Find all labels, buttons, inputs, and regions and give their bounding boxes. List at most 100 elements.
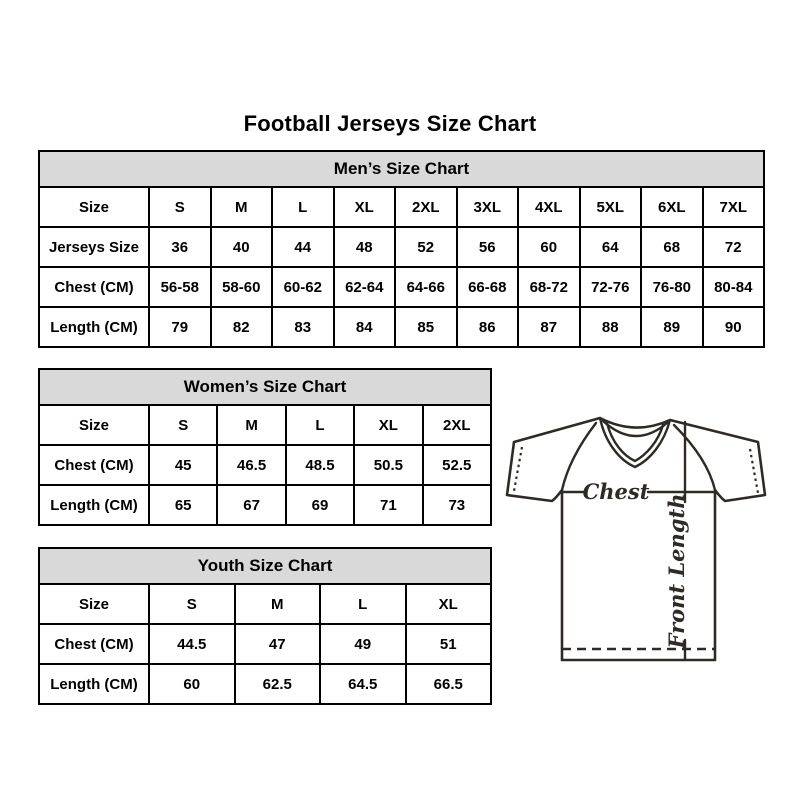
data-cell: 69 xyxy=(284,484,356,526)
data-cell: 36 xyxy=(148,226,212,268)
data-cell: 5XL xyxy=(578,186,642,228)
row-header-cell: Length (CM) xyxy=(38,306,150,348)
data-cell: 79 xyxy=(148,306,212,348)
data-cell: 44.5 xyxy=(148,623,236,665)
data-cell: 86 xyxy=(455,306,519,348)
data-cell: 6XL xyxy=(640,186,704,228)
data-cell: 68-72 xyxy=(517,266,581,308)
data-cell: 2XL xyxy=(421,404,493,446)
data-cell: 62-64 xyxy=(332,266,396,308)
row-header-cell: Size xyxy=(38,404,150,446)
data-cell: 65 xyxy=(147,484,219,526)
table-row: Size S M L XL xyxy=(38,583,492,625)
cuff-stitch-right xyxy=(748,448,760,494)
data-cell: XL xyxy=(332,186,396,228)
table-row: Chest (CM) 56-58 58-60 60-62 62-64 64-66 66-68… xyxy=(38,266,765,308)
data-cell: 89 xyxy=(640,306,704,348)
data-cell: XL xyxy=(353,404,424,446)
data-cell: M xyxy=(233,583,321,625)
table-row: Length (CM) 60 62.5 64.5 66.5 xyxy=(38,663,492,705)
data-cell: 56-58 xyxy=(148,266,212,308)
data-cell: L xyxy=(319,583,407,625)
men-table-title: Men’s Size Chart xyxy=(38,150,765,188)
table-title-row: Women’s Size Chart xyxy=(38,368,492,406)
youth-table-title: Youth Size Chart xyxy=(38,547,492,585)
data-cell: 48 xyxy=(332,226,396,268)
data-cell: 56 xyxy=(455,226,519,268)
row-header-cell: Chest (CM) xyxy=(38,623,150,665)
data-cell: 45 xyxy=(147,444,219,486)
row-header-cell: Size xyxy=(38,583,150,625)
sleeve-seam-left xyxy=(560,421,598,492)
youth-size-table: Youth Size Chart Size S M L XL Chest (CM) 44.5 4… xyxy=(38,547,492,705)
sleeve-seam-right xyxy=(672,423,717,492)
data-cell: M xyxy=(216,404,287,446)
chest-label: Chest xyxy=(583,479,650,504)
data-cell: 76-80 xyxy=(640,266,704,308)
data-cell: 66-68 xyxy=(455,266,519,308)
data-cell: 52.5 xyxy=(421,444,493,486)
table-row: Size S M L XL 2XL 3XL 4XL 5XL 6XL 7XL xyxy=(38,186,765,228)
data-cell: 60 xyxy=(517,226,581,268)
data-cell: 68 xyxy=(640,226,704,268)
data-cell: 82 xyxy=(209,306,273,348)
row-header-cell: Chest (CM) xyxy=(38,266,150,308)
data-cell: 64 xyxy=(578,226,642,268)
data-cell: 84 xyxy=(332,306,396,348)
row-header-cell: Length (CM) xyxy=(38,484,150,526)
row-header-cell: Chest (CM) xyxy=(38,444,150,486)
data-cell: 7XL xyxy=(701,186,765,228)
data-cell: 66.5 xyxy=(404,663,492,705)
table-row: Length (CM) 65 67 69 71 73 xyxy=(38,484,493,526)
data-cell: 51 xyxy=(404,623,492,665)
data-cell: 58-60 xyxy=(209,266,273,308)
data-cell: 90 xyxy=(701,306,765,348)
data-cell: 67 xyxy=(216,484,287,526)
data-cell: 48.5 xyxy=(284,444,356,486)
data-cell: 4XL xyxy=(517,186,581,228)
table-row: Chest (CM) 44.5 47 49 51 xyxy=(38,623,492,665)
womens-size-table: Women’s Size Chart Size S M L XL 2XL Chest (CM)… xyxy=(38,368,493,526)
table-row: Length (CM) 79 82 83 84 85 86 87 88 89 90 xyxy=(38,306,765,348)
data-cell: 52 xyxy=(394,226,458,268)
cuff-stitch-left xyxy=(512,446,524,492)
women-table-title: Women’s Size Chart xyxy=(38,368,492,406)
data-cell: L xyxy=(284,404,356,446)
data-cell: 72 xyxy=(701,226,765,268)
v-neck-outer-line xyxy=(598,416,672,469)
data-cell: 64.5 xyxy=(319,663,407,705)
v-neck-inner-line xyxy=(605,421,665,463)
table-row: Size S M L XL 2XL xyxy=(38,404,493,446)
table-row: Chest (CM) 45 46.5 48.5 50.5 52.5 xyxy=(38,444,493,486)
data-cell: 47 xyxy=(233,623,321,665)
data-cell: S xyxy=(148,186,212,228)
data-cell: M xyxy=(209,186,273,228)
row-header-cell: Length (CM) xyxy=(38,663,150,705)
data-cell: 3XL xyxy=(455,186,519,228)
data-cell: 71 xyxy=(353,484,424,526)
row-header-cell: Size xyxy=(38,186,150,228)
data-cell: 80-84 xyxy=(701,266,765,308)
front-length-label: Front Length xyxy=(664,494,689,650)
data-cell: 50.5 xyxy=(353,444,424,486)
data-cell: 88 xyxy=(578,306,642,348)
data-cell: 85 xyxy=(394,306,458,348)
table-row: Jerseys Size 36 40 44 48 52 56 60 64 68 72 xyxy=(38,226,765,268)
data-cell: XL xyxy=(404,583,492,625)
data-cell: 40 xyxy=(209,226,273,268)
table-title-row: Men’s Size Chart xyxy=(38,150,765,188)
mens-size-table: Men’s Size Chart Size S M L XL 2XL 3XL 4XL 5XL 6XL… xyxy=(38,150,765,348)
data-cell: 60-62 xyxy=(271,266,335,308)
jersey-measurement-diagram: Chest Front Length xyxy=(500,398,772,670)
data-cell: L xyxy=(271,186,335,228)
data-cell: 72-76 xyxy=(578,266,642,308)
row-header-cell: Jerseys Size xyxy=(38,226,150,268)
data-cell: 46.5 xyxy=(216,444,287,486)
jersey-outline xyxy=(505,416,767,662)
data-cell: 44 xyxy=(271,226,335,268)
data-cell: 87 xyxy=(517,306,581,348)
data-cell: 83 xyxy=(271,306,335,348)
page-title: Football Jerseys Size Chart xyxy=(243,110,537,136)
jersey-diagram-svg: Chest Front Length xyxy=(505,416,767,662)
data-cell: 60 xyxy=(148,663,236,705)
